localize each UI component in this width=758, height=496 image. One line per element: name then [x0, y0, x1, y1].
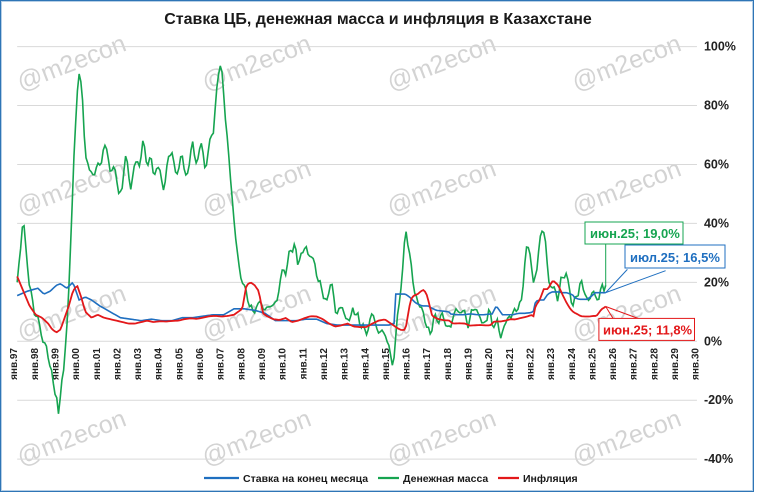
svg-text:янв.12: янв.12 [319, 348, 330, 380]
svg-text:янв.97: янв.97 [9, 348, 20, 380]
svg-text:янв.21: янв.21 [505, 348, 516, 380]
svg-text:янв.98: янв.98 [30, 348, 41, 380]
svg-text:янв.17: янв.17 [422, 348, 433, 380]
svg-text:июн.25; 19,0%: июн.25; 19,0% [590, 226, 680, 241]
svg-text:янв.14: янв.14 [360, 348, 371, 380]
svg-text:100%: 100% [704, 40, 736, 54]
svg-text:янв.25: янв.25 [587, 348, 598, 380]
svg-text:янв.30: янв.30 [691, 348, 702, 380]
svg-text:июл.25; 16,5%: июл.25; 16,5% [630, 250, 720, 265]
svg-text:-40%: -40% [704, 452, 733, 466]
svg-text:янв.16: янв.16 [402, 348, 413, 380]
svg-text:янв.23: янв.23 [546, 348, 557, 380]
svg-text:янв.24: янв.24 [567, 348, 578, 380]
svg-text:янв.03: янв.03 [133, 348, 144, 380]
svg-text:60%: 60% [704, 157, 729, 171]
svg-text:Инфляция: Инфляция [523, 473, 578, 485]
svg-text:янв.29: янв.29 [670, 348, 681, 380]
svg-text:янв.22: янв.22 [525, 348, 536, 380]
svg-text:янв.20: янв.20 [484, 348, 495, 380]
svg-text:Денежная масса: Денежная масса [403, 473, 488, 485]
svg-text:янв.10: янв.10 [278, 348, 289, 380]
svg-text:Ставка на конец месяца: Ставка на конец месяца [243, 473, 368, 485]
svg-text:янв.01: янв.01 [92, 348, 103, 380]
svg-text:янв.27: янв.27 [629, 348, 640, 380]
svg-text:20%: 20% [704, 275, 729, 289]
svg-text:июн.25; 11,8%: июн.25; 11,8% [603, 322, 693, 337]
svg-text:янв.07: янв.07 [216, 348, 227, 380]
svg-text:40%: 40% [704, 216, 729, 230]
svg-text:янв.11: янв.11 [298, 348, 309, 380]
svg-text:янв.19: янв.19 [464, 348, 475, 380]
svg-text:янв.02: янв.02 [112, 348, 123, 380]
svg-text:янв.18: янв.18 [443, 348, 454, 380]
svg-text:янв.04: янв.04 [154, 348, 165, 380]
svg-text:0%: 0% [704, 334, 722, 348]
svg-text:янв.06: янв.06 [195, 348, 206, 380]
svg-text:янв.05: янв.05 [174, 348, 185, 380]
svg-text:-20%: -20% [704, 393, 733, 407]
svg-text:янв.08: янв.08 [236, 348, 247, 380]
svg-text:янв.28: янв.28 [649, 348, 660, 380]
svg-text:80%: 80% [704, 99, 729, 113]
svg-text:янв.26: янв.26 [608, 348, 619, 380]
svg-text:янв.09: янв.09 [257, 348, 268, 380]
svg-text:янв.00: янв.00 [71, 348, 82, 380]
svg-text:янв.13: янв.13 [340, 348, 351, 380]
